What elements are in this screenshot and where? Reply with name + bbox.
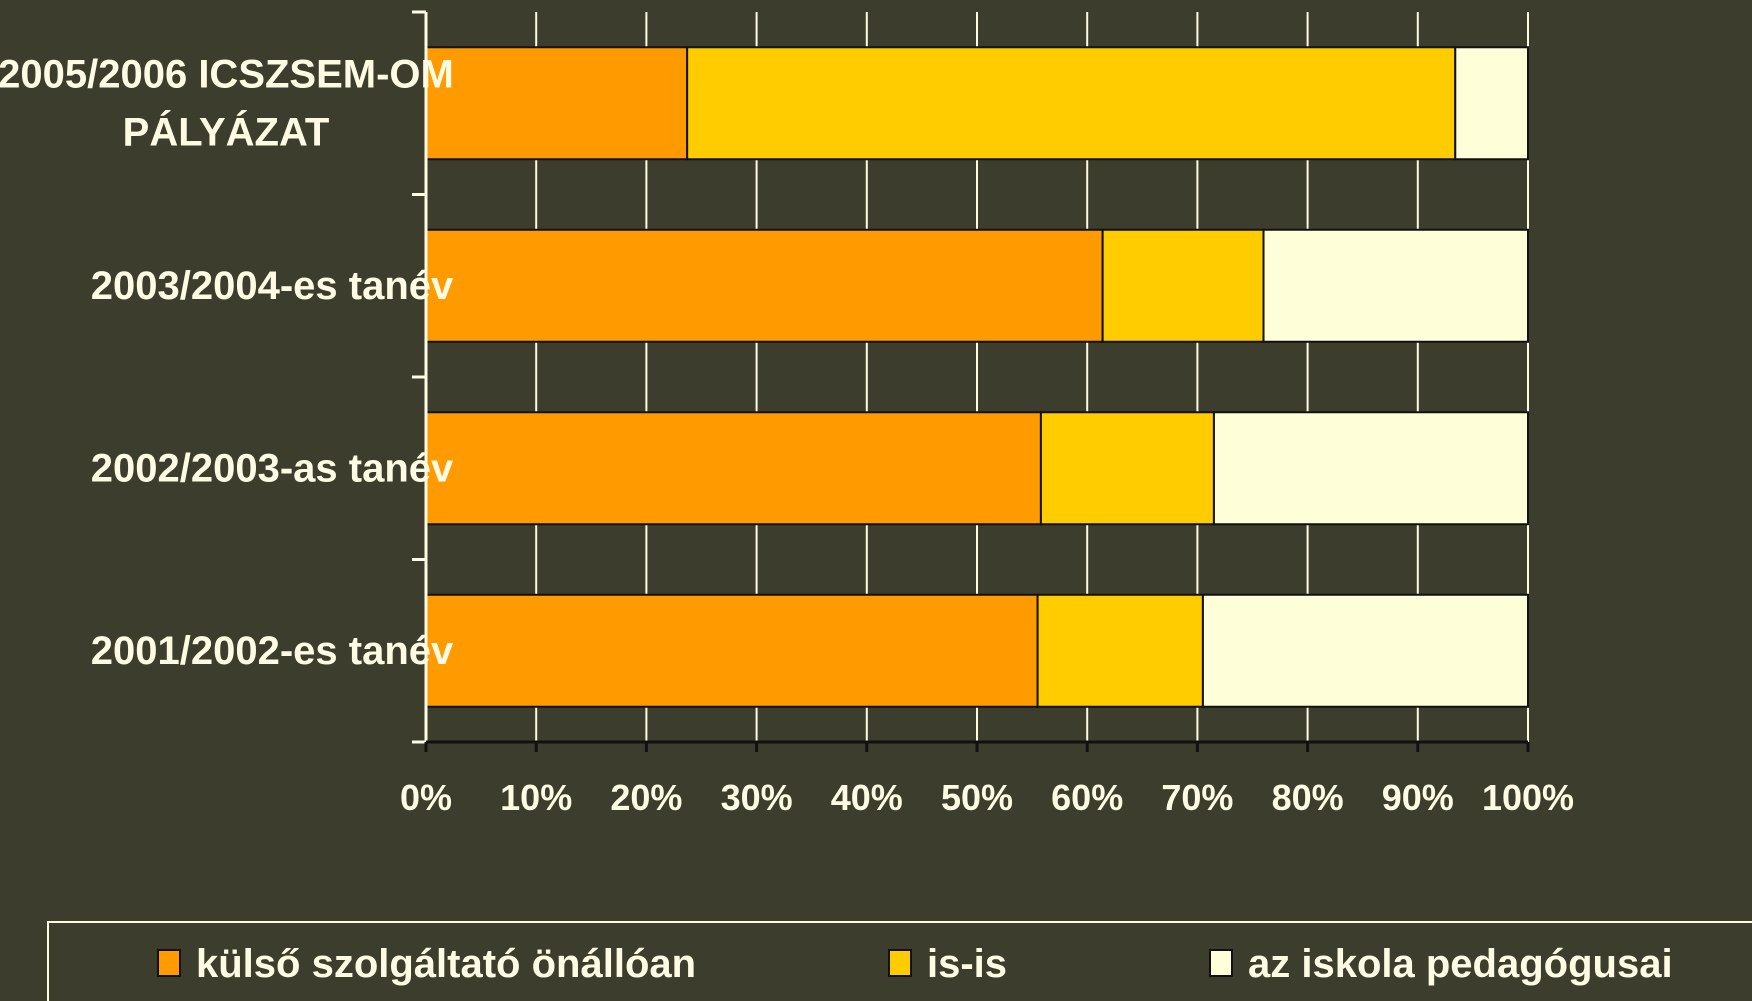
- bar-segment: [1454, 46, 1529, 161]
- legend-label: az iskola pedagógusai: [1248, 942, 1673, 986]
- x-tick-labels: 0% 10% 20% 30% 40% 50% 60% 70% 80% 90% 100%: [400, 777, 1574, 818]
- x-tick-label: 60%: [1051, 777, 1123, 818]
- x-tick-label: 90%: [1382, 777, 1454, 818]
- legend-swatch: [1209, 949, 1233, 977]
- x-tick-label: 50%: [941, 777, 1013, 818]
- bar-segment: [425, 46, 689, 161]
- category-label: 2003/2004-es tanév: [91, 264, 454, 308]
- bar-segment: [1262, 228, 1530, 343]
- bar-segment: [1201, 593, 1530, 708]
- x-tick-label: 20%: [610, 777, 682, 818]
- bar-segment: [425, 411, 1042, 526]
- bar-segment: [686, 46, 1457, 161]
- category-label-line: 2003/2004-es tanév: [91, 264, 454, 308]
- x-tick-label: 100%: [1482, 777, 1574, 818]
- category-label: 2005/2006 ICSZSEM-OM PÁLYÁZAT: [0, 52, 454, 154]
- legend-label: külső szolgáltató önállóan: [196, 942, 696, 986]
- category-label: 2001/2002-es tanév: [91, 629, 454, 673]
- x-tick-label: 0%: [400, 777, 452, 818]
- legend: külső szolgáltató önállóan is-is az iskola…: [47, 921, 1752, 1001]
- bar-segment: [425, 228, 1104, 343]
- category-label-line: 2005/2006 ICSZSEM-OM: [0, 52, 454, 96]
- category-label-line: 2002/2003-as tanév: [91, 446, 454, 490]
- bar-segment: [425, 593, 1039, 708]
- x-tick-label: 30%: [721, 777, 793, 818]
- x-tick-label: 80%: [1272, 777, 1344, 818]
- bar-segment: [1212, 411, 1530, 526]
- legend-swatch: [157, 949, 181, 977]
- legend-box: [47, 921, 1752, 1001]
- bar-segment: [1036, 593, 1204, 708]
- bar-segment: [1101, 228, 1265, 343]
- x-tick-label: 70%: [1161, 777, 1233, 818]
- legend-swatch: [888, 949, 912, 977]
- category-label-line: 2001/2002-es tanév: [91, 629, 454, 673]
- x-tick-label: 10%: [500, 777, 572, 818]
- category-label: 2002/2003-as tanév: [91, 446, 454, 490]
- category-label-line: PÁLYÁZAT: [123, 109, 330, 154]
- category-labels: 2005/2006 ICSZSEM-OM PÁLYÁZAT 2003/2004-es…: [0, 52, 454, 673]
- bar-segment: [1039, 411, 1215, 526]
- x-tick-label: 40%: [831, 777, 903, 818]
- axes: [412, 10, 1530, 752]
- bars: [425, 46, 1530, 708]
- legend-label: is-is: [927, 942, 1007, 986]
